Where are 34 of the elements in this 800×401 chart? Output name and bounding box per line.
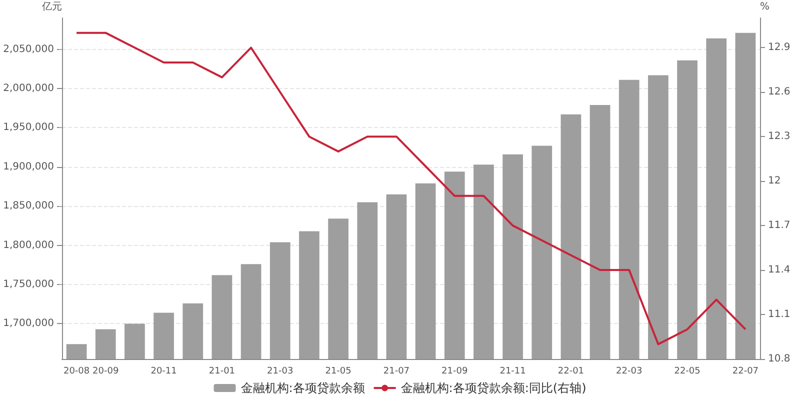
y2-tick-label: 11.7 [768, 220, 790, 232]
x-tick-label: 22-03 [616, 366, 642, 376]
y2-tick-label: 12.9 [768, 42, 790, 54]
y2-tick-label: 11.4 [768, 264, 790, 276]
y2-tick-label: 12.3 [768, 131, 790, 142]
y-tick-label: 1,800,000 [3, 240, 54, 251]
x-tick-label: 22-05 [674, 366, 700, 376]
y2-axis-title: % [760, 2, 770, 12]
line-series [76, 32, 746, 346]
x-tick-label: 21-05 [325, 366, 352, 376]
legend-label: 金融机构:各项贷款余额 [240, 381, 365, 395]
y-tick-label: 1,950,000 [3, 122, 54, 134]
legend-label: 金融机构:各项贷款余额:同比(右轴) [400, 381, 586, 395]
y-tick-label: 1,700,000 [3, 318, 54, 330]
y-tick-label: 1,900,000 [3, 161, 54, 172]
x-tick-label: 21-11 [500, 366, 526, 376]
x-tick-label: 22-01 [558, 366, 584, 376]
y-tick-label: 1,750,000 [3, 279, 54, 290]
x-tick-label: 20-09 [92, 366, 119, 376]
y2-tick-label: 10.8 [768, 354, 790, 364]
x-tick-label: 21-03 [267, 366, 294, 376]
y-tick-label: 2,000,000 [3, 83, 54, 94]
x-tick-label: 20-11 [150, 366, 177, 376]
x-tick-label: 21-09 [442, 366, 468, 376]
x-tick-label: 21-01 [208, 366, 236, 376]
y-tick-label: 1,850,000 [3, 200, 54, 212]
x-tick-label: 21-07 [383, 366, 410, 376]
x-tick-label: 20-08 [63, 366, 90, 376]
y2-tick-label: 11.1 [768, 309, 790, 320]
y2-tick-label: 12 [768, 176, 781, 187]
y-axis-title: 亿元 [41, 2, 62, 12]
y2-tick-label: 12.6 [768, 86, 790, 98]
y-tick-label: 2,050,000 [3, 44, 54, 55]
x-tick-label: 22-07 [732, 366, 759, 376]
